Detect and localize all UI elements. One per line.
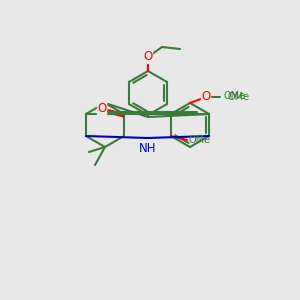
Text: NH: NH: [139, 142, 156, 155]
Text: OMe: OMe: [224, 91, 246, 101]
Text: O: O: [143, 50, 153, 64]
Text: O: O: [201, 91, 211, 103]
Text: OMe: OMe: [227, 92, 249, 102]
Text: OMe: OMe: [189, 135, 211, 145]
Text: O: O: [98, 103, 107, 116]
